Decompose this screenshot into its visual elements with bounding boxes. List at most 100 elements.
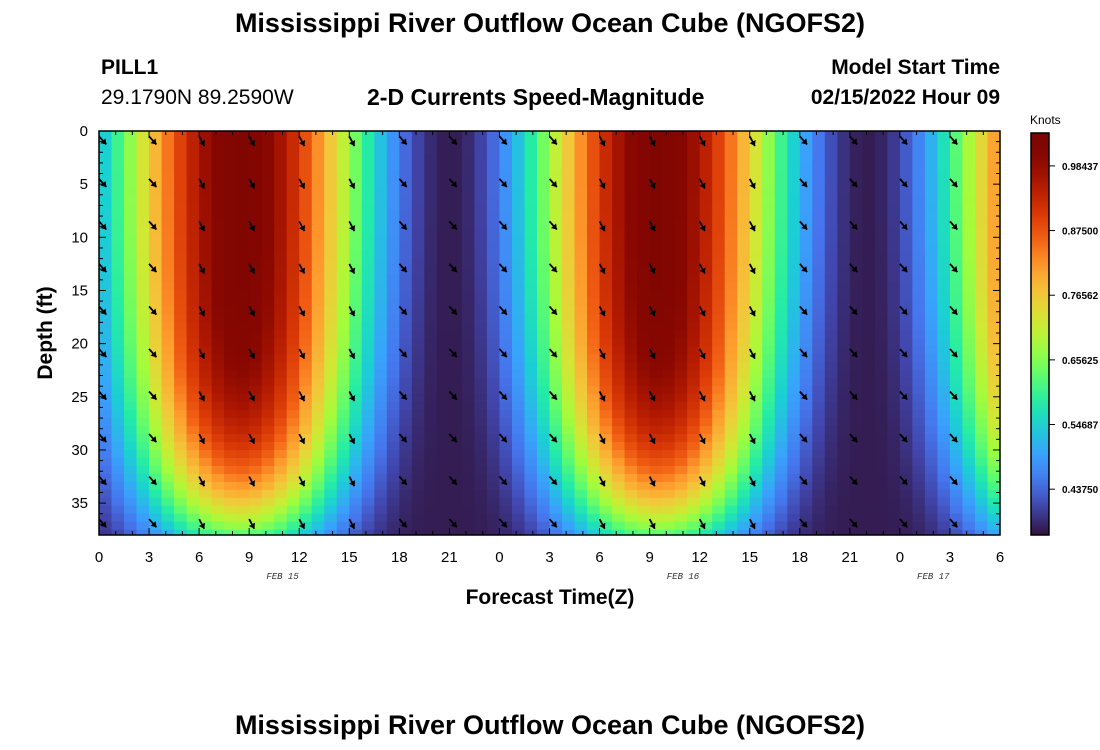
heatmap-cell	[674, 210, 688, 220]
heatmap-cell	[349, 170, 363, 180]
heatmap-cell	[737, 481, 751, 491]
heatmap-cell	[374, 154, 388, 164]
heatmap-cell	[324, 202, 338, 212]
heatmap-cell	[649, 202, 663, 212]
heatmap-cell	[837, 322, 851, 331]
heatmap-cell	[336, 394, 350, 403]
heatmap-cell	[987, 322, 1000, 331]
heatmap-cell	[524, 218, 538, 228]
heatmap-cell	[461, 394, 476, 403]
heatmap-cell	[311, 330, 325, 339]
current-vector	[849, 475, 858, 486]
heatmap-cell	[211, 306, 225, 315]
current-vector	[398, 178, 408, 188]
heatmap-cell	[737, 521, 751, 531]
heatmap-cell	[637, 202, 651, 212]
heatmap-cell	[186, 330, 200, 339]
heatmap-cell	[624, 497, 638, 507]
heatmap-cell	[211, 131, 225, 140]
heatmap-cell	[436, 226, 450, 236]
heatmap-cell	[99, 426, 113, 435]
heatmap-cell	[386, 386, 400, 395]
heatmap-cell	[361, 330, 375, 339]
heatmap-cell	[987, 202, 1000, 212]
heatmap-cell	[924, 529, 939, 535]
current-vector	[348, 135, 356, 147]
heatmap-cell	[924, 418, 939, 427]
heatmap-cell	[199, 274, 213, 284]
heatmap-cell	[562, 529, 576, 535]
heatmap-cell	[987, 234, 1000, 244]
heatmap-cell	[136, 138, 150, 148]
heatmap-cell	[587, 434, 601, 443]
heatmap-cell	[599, 497, 613, 507]
heatmap-cell	[349, 378, 363, 387]
heatmap-cell	[411, 330, 425, 339]
heatmap-cell	[436, 457, 450, 467]
heatmap-cell	[111, 465, 125, 475]
heatmap-cell	[461, 529, 476, 535]
heatmap-cell	[574, 346, 588, 355]
heatmap-cell	[787, 170, 801, 180]
heatmap-cell	[562, 481, 576, 491]
heatmap-cell	[336, 210, 350, 220]
heatmap-cell	[249, 354, 263, 363]
heatmap-cell	[249, 418, 263, 427]
heatmap-cell	[962, 465, 976, 475]
heatmap-cell	[424, 449, 438, 459]
heatmap-cell	[737, 306, 751, 315]
heatmap-cell	[511, 234, 526, 244]
heatmap-cell	[261, 290, 275, 300]
heatmap-cell	[837, 473, 851, 483]
heatmap-cell	[749, 322, 763, 331]
heatmap-cell	[161, 282, 175, 292]
x-tick-label: 18	[391, 549, 408, 566]
heatmap-cell	[286, 521, 300, 531]
heatmap-cell	[186, 434, 200, 443]
heatmap-cell	[962, 346, 976, 355]
heatmap-cell	[111, 346, 125, 355]
heatmap-cell	[374, 131, 388, 140]
heatmap-cell	[837, 218, 851, 228]
heatmap-cell	[449, 290, 463, 300]
heatmap-cell	[449, 449, 463, 459]
heatmap-cell	[774, 378, 788, 387]
heatmap-cell	[812, 338, 826, 347]
heatmap-cell	[211, 354, 225, 363]
heatmap-cell	[161, 178, 175, 188]
heatmap-cell	[136, 346, 150, 355]
heatmap-cell	[236, 370, 250, 379]
heatmap-cell	[662, 314, 676, 323]
heatmap-cell	[224, 162, 238, 172]
heatmap-cell	[374, 529, 388, 535]
heatmap-cell	[449, 170, 463, 180]
heatmap-cell	[449, 473, 463, 483]
heatmap-cell	[136, 290, 150, 300]
heatmap-cell	[186, 505, 200, 515]
heatmap-cell	[324, 378, 338, 387]
heatmap-cell	[799, 418, 813, 427]
heatmap-cell	[937, 346, 951, 355]
heatmap-cell	[399, 426, 413, 435]
heatmap-cell	[224, 210, 238, 220]
heatmap-cell	[612, 298, 626, 308]
heatmap-cell	[224, 457, 238, 467]
heatmap-cell	[161, 529, 175, 535]
heatmap-cell	[737, 497, 751, 507]
heatmap-cell	[349, 178, 363, 188]
heatmap-cell	[612, 274, 626, 284]
heatmap-cell	[386, 274, 400, 284]
heatmap-cell	[124, 465, 138, 475]
heatmap-cell	[712, 154, 726, 164]
heatmap-cell	[186, 242, 200, 252]
heatmap-cell	[349, 202, 363, 212]
heatmap-cell	[536, 505, 551, 515]
current-vector	[498, 475, 508, 486]
heatmap-cell	[949, 274, 964, 284]
heatmap-cell	[962, 162, 976, 172]
heatmap-cell	[186, 274, 200, 284]
heatmap-cell	[649, 370, 663, 379]
heatmap-cell	[449, 386, 463, 395]
heatmap-cell	[274, 154, 288, 164]
heatmap-cell	[774, 521, 788, 531]
